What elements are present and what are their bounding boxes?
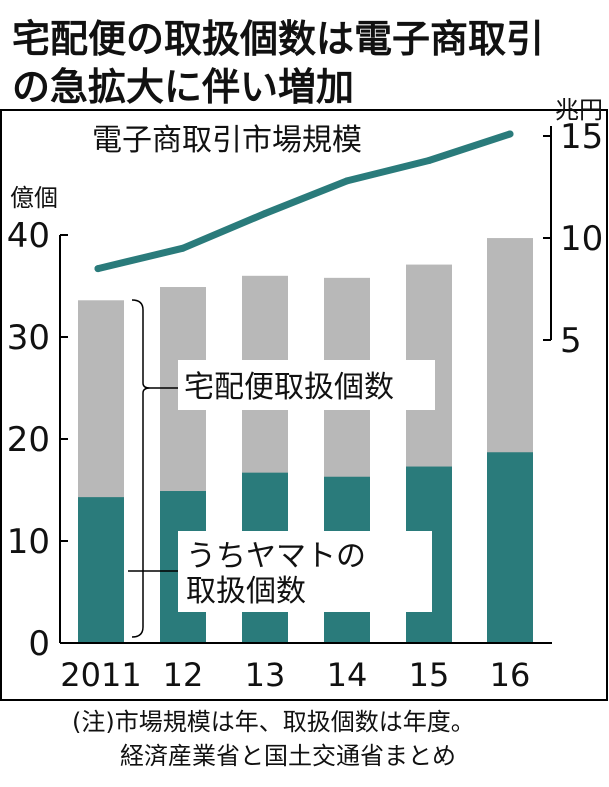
total-series-label: 宅配便取扱個数 [184, 370, 394, 405]
x-tick-label-12: 12 [163, 656, 204, 694]
yamato-series-label-line-1: うちヤマトの [186, 539, 366, 574]
total-label-box [178, 360, 435, 410]
line-point-14 [343, 177, 351, 185]
x-tick-label-2011: 2011 [60, 656, 141, 694]
left-axis-label: 億個 [10, 184, 58, 212]
notes: (注)市場規模は年、取扱個数は年度。 経済産業省と国土交通省まとめ [72, 708, 475, 770]
left-tick-label-10: 10 [7, 522, 50, 562]
left-tick-label-0: 0 [28, 624, 50, 664]
axes [59, 126, 552, 644]
yamato-series-label-line-2: 取扱個数 [186, 574, 306, 609]
left-tick-label-20: 20 [7, 420, 50, 460]
line-point-16 [506, 130, 514, 138]
note-line-1: (注)市場規模は年、取扱個数は年度。 [72, 708, 475, 736]
note-line-2: 経済産業省と国土交通省まとめ [120, 742, 456, 770]
chart-title-line-1: 宅配便の取扱個数は電子商取引 [12, 17, 544, 61]
right-tick-label-10: 10 [560, 219, 603, 259]
line-point-12 [179, 244, 187, 252]
right-tick-labels: 5 10 15 [560, 117, 603, 361]
x-tick-labels: 2011 12 13 14 15 16 [60, 656, 530, 694]
x-tick-label-13: 13 [245, 656, 286, 694]
line-point-13 [261, 210, 269, 218]
left-tick-labels: 0 10 20 30 40 [7, 216, 50, 664]
chart-title: 宅配便の取扱個数は電子商取引 の急拡大に伴い増加 [12, 17, 544, 109]
chart-title-line-2: の急拡大に伴い増加 [12, 65, 354, 109]
bar-yamato-2011 [78, 497, 124, 643]
total-bracket [131, 299, 151, 638]
bar-yamato-16 [487, 452, 533, 643]
x-tick-label-15: 15 [409, 656, 450, 694]
chart-frame [0, 109, 608, 701]
right-tick-label-5: 5 [560, 321, 582, 361]
line-series-ec-market [94, 130, 514, 273]
line-point-15 [425, 156, 433, 164]
x-tick-label-16: 16 [490, 656, 531, 694]
left-tick-label-40: 40 [7, 216, 50, 256]
right-tick-label-15: 15 [560, 117, 603, 157]
line-series-group [94, 130, 514, 273]
yamato-label-box [178, 531, 432, 612]
right-axis-label: 兆円 [555, 96, 603, 124]
x-tick-label-14: 14 [327, 656, 368, 694]
line-series-label: 電子商取引市場規模 [92, 123, 362, 158]
line-point-2011 [94, 265, 102, 273]
left-tick-label-30: 30 [7, 318, 50, 358]
